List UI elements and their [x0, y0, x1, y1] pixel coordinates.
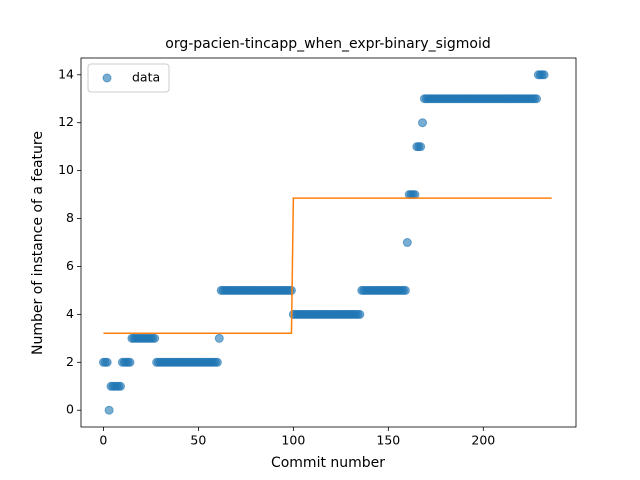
data-point [400, 285, 410, 295]
data-point [531, 94, 541, 104]
data-point [116, 381, 126, 391]
data-point [150, 333, 160, 343]
x-tick-label: 150 [376, 433, 400, 448]
y-tick-label: 14 [58, 66, 74, 81]
x-tick-label: 50 [190, 433, 206, 448]
data-point [125, 357, 135, 367]
y-tick-label: 0 [66, 402, 74, 417]
y-tick-label: 6 [66, 258, 74, 273]
x-tick-label: 200 [471, 433, 495, 448]
y-tick-label: 8 [66, 210, 74, 225]
legend-box [87, 63, 170, 93]
data-point [214, 333, 224, 343]
legend-marker [102, 73, 112, 83]
data-point [410, 190, 420, 200]
data-point [104, 405, 114, 415]
y-tick-label: 4 [66, 306, 74, 321]
data-point [402, 238, 412, 247]
fit-line [103, 197, 552, 335]
data-point [212, 357, 222, 367]
y-tick-label: 12 [58, 114, 74, 129]
chart-title: org-pacien-tincapp_when_expr-binary_sigm… [165, 36, 491, 52]
legend-label: data [132, 70, 160, 85]
x-tick-label: 100 [281, 433, 305, 448]
x-tick-label: 0 [99, 433, 107, 448]
y-tick-label: 10 [58, 162, 74, 177]
y-tick-label: 2 [66, 354, 74, 369]
x-axis-label: Commit number [271, 455, 385, 471]
data-point [416, 142, 426, 152]
data-point [418, 118, 428, 128]
y-axis-label: Number of instance of a feature [30, 131, 46, 355]
data-point [355, 309, 365, 319]
data-point [539, 70, 549, 80]
plot-frame [80, 57, 577, 428]
data-point [102, 357, 112, 367]
